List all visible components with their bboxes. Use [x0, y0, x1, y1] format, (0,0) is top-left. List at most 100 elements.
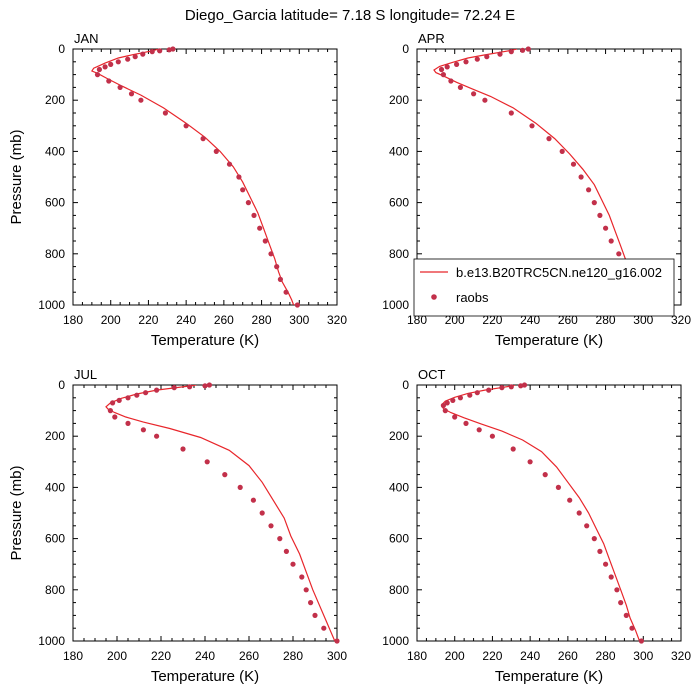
raobs-point [240, 187, 246, 193]
raobs-point [107, 408, 113, 414]
x-tick-label: 280 [596, 313, 616, 327]
raobs-point [444, 400, 450, 406]
raobs-point [510, 446, 516, 452]
y-tick-label: 0 [402, 378, 409, 392]
raobs-point [171, 385, 177, 391]
raobs-point [259, 510, 265, 516]
raobs-point [274, 264, 280, 270]
raobs-point [112, 414, 118, 420]
x-tick-label: 260 [558, 313, 578, 327]
raobs-point [586, 187, 592, 193]
x-tick-label: 300 [633, 313, 653, 327]
raobs-point [527, 459, 533, 465]
legend-box [413, 258, 675, 317]
raobs-point [183, 123, 189, 129]
y-axis-label: Pressure (mb) [8, 129, 25, 224]
raobs-point [442, 408, 448, 414]
y-tick-label: 1000 [382, 634, 409, 648]
raobs-point [576, 510, 582, 516]
panel-jan: JAN 180 200 220 240 260 280 300 320 0 200 400 600 800… [8, 31, 347, 349]
raobs-point [508, 110, 514, 116]
panel-oct: OCT 180 200 220 240 260 280 300 320 0 200 400 600 800… [382, 367, 691, 685]
x-tick-label: 280 [283, 649, 303, 663]
raobs-point [448, 78, 454, 84]
raobs-point [116, 397, 122, 403]
raobs-point [525, 46, 531, 52]
raobs-point [154, 387, 160, 393]
raobs-point [457, 395, 463, 401]
panel-label: JUL [74, 367, 97, 382]
raobs-point [200, 136, 206, 142]
y-tick-label: 600 [389, 532, 409, 546]
raobs-point [143, 390, 149, 396]
raobs-point [262, 238, 268, 244]
y-tick-label: 1000 [38, 298, 65, 312]
x-tick-label: 300 [327, 649, 347, 663]
raobs-point [140, 427, 146, 433]
raobs-point [202, 383, 208, 389]
raobs-point [603, 225, 609, 231]
y-tick-label: 800 [389, 583, 409, 597]
raobs-point [614, 587, 620, 593]
legend-model-label: b.e13.B20TRC5CN.ne120_g16.002 [456, 265, 662, 280]
figure-title: Diego_Garcia latitude= 7.18 S longitude=… [185, 7, 515, 24]
raobs-point [520, 47, 526, 53]
raobs-point [132, 54, 138, 60]
x-tick-label: 240 [176, 313, 196, 327]
x-tick-label: 240 [520, 649, 540, 663]
raobs-point [321, 625, 327, 631]
raobs-point [542, 472, 548, 478]
y-tick-label: 600 [45, 196, 65, 210]
raobs-point [529, 123, 535, 129]
raobs-point [138, 97, 144, 103]
y-tick-label: 1000 [38, 634, 65, 648]
raobs-point [467, 392, 473, 398]
raobs-point [474, 390, 480, 396]
legend-raobs-swatch [431, 294, 437, 300]
raobs-point [166, 47, 172, 53]
y-axis-label: Pressure (mb) [8, 465, 25, 560]
raobs-point [463, 420, 469, 426]
x-tick-label: 260 [558, 649, 578, 663]
y-tick-label: 600 [389, 196, 409, 210]
x-tick-label: 180 [63, 649, 83, 663]
x-axis-label: Temperature (K) [151, 668, 259, 685]
raobs-point [623, 612, 629, 619]
raobs-point [283, 548, 289, 555]
panel-jul: JUL 180 200 220 240 260 280 300 0 200 400 600 800 100… [8, 367, 347, 685]
y-tick-label: 800 [45, 583, 65, 597]
y-tick-label: 800 [389, 247, 409, 261]
raobs-point [452, 414, 458, 420]
raobs-point [149, 49, 155, 55]
y-tick-label: 800 [45, 247, 65, 261]
x-tick-label: 200 [445, 649, 465, 663]
x-axis-label: Temperature (K) [495, 332, 603, 349]
raobs-point [497, 51, 503, 57]
raobs-point [154, 433, 160, 439]
raobs-point [440, 72, 446, 78]
raobs-point [555, 484, 562, 490]
raobs-point [518, 383, 524, 389]
y-tick-label: 600 [45, 532, 65, 546]
model-line [433, 49, 644, 305]
raobs-point [618, 600, 624, 606]
x-tick-label: 240 [520, 313, 540, 327]
raobs-point [438, 66, 445, 73]
raobs-point [457, 84, 463, 90]
raobs-point [187, 384, 193, 390]
x-tick-label: 300 [633, 649, 653, 663]
x-axis-label: Temperature (K) [151, 332, 259, 349]
x-tick-label: 240 [195, 649, 215, 663]
x-tick-label: 280 [596, 649, 616, 663]
panel-apr: APR 180 200 220 240 260 280 300 320 0 200 400 600 800… [382, 31, 691, 349]
raobs-point [245, 200, 251, 206]
raobs-point [567, 497, 573, 503]
raobs-point [102, 64, 108, 70]
y-tick-label: 1000 [382, 298, 409, 312]
raobs-point [471, 91, 477, 97]
y-tick-label: 200 [45, 429, 65, 443]
raobs-point [204, 459, 210, 465]
raobs-point [140, 51, 146, 57]
raobs-point [454, 61, 460, 67]
raobs-point [236, 174, 242, 180]
